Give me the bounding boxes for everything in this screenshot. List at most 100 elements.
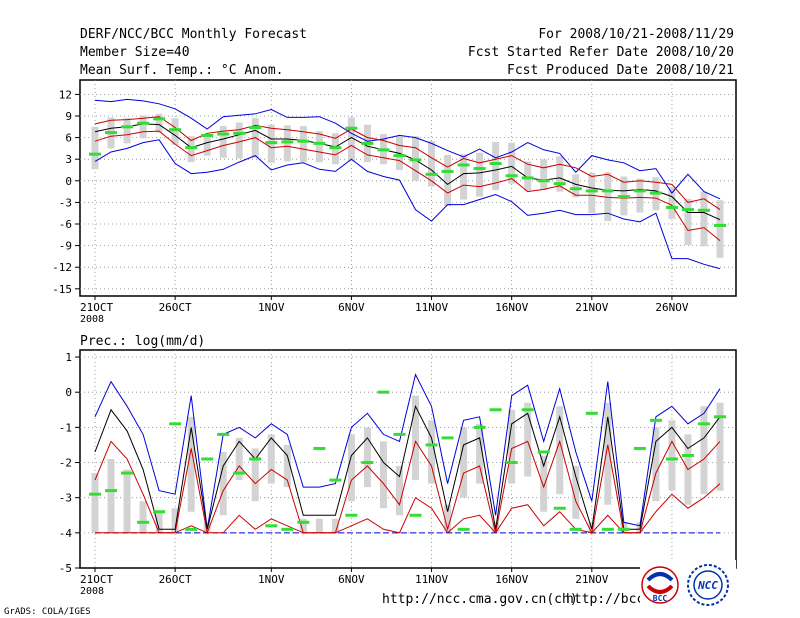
temp-ensemble-box [508, 142, 516, 184]
temp-ensemble-box [460, 154, 468, 200]
temp-xtick-label: 26OCT [159, 301, 192, 314]
prec-ensemble-box [508, 409, 516, 484]
prec-ensemble-box [139, 501, 147, 533]
temp-ensemble-box [347, 117, 355, 162]
temp-ytick-label: -6 [59, 218, 72, 231]
prec-member-mark [585, 411, 598, 415]
prec-ensemble-box [652, 427, 660, 502]
precip-chart-title: Prec.: log(mm/d) [80, 334, 205, 349]
temp-ensemble-box [171, 118, 179, 145]
prec-member-mark [89, 492, 101, 496]
prec-member-mark [633, 446, 646, 450]
prec-ensemble-box [219, 451, 227, 516]
temp-member-mark [105, 131, 118, 135]
prec-member-mark [505, 461, 518, 465]
temp-ensemble-box [476, 152, 484, 197]
prec-ensemble-box [700, 406, 708, 495]
temp-lower-spread-line [94, 130, 721, 241]
temp-member-mark [201, 133, 214, 137]
prec-member-mark [281, 527, 294, 531]
temp-member-mark [313, 141, 326, 145]
temp-member-mark [585, 189, 598, 193]
temp-xtick-label: 1NOV [258, 301, 285, 314]
temp-ensemble-box [139, 115, 147, 139]
bcc-logo-text: BCC [653, 594, 668, 603]
temp-ensemble-box [668, 187, 676, 219]
temp-ensemble-box [315, 131, 323, 163]
temp-member-mark [505, 174, 518, 178]
temp-ensemble-box [235, 122, 243, 159]
temp-member-mark [121, 125, 134, 129]
precipitation-chart: 1 0 -1 -2 -3 -4 -5 21OCT 26OCT 1NOV 6NOV 11NOV 16NOV… [59, 349, 737, 597]
prec-member-mark [121, 471, 134, 475]
prec-ensemble-box [91, 473, 99, 533]
prec-ensemble-box [572, 466, 580, 519]
prec-member-mark [649, 418, 662, 422]
url-bcc[interactable]: http://bcc.c [566, 592, 660, 607]
ncc-logo: NCC [687, 564, 729, 606]
temp-xtick-label: 21OCT [80, 301, 113, 314]
temp-member-mark [441, 169, 454, 173]
temp-xtick-label: 26NOV [655, 301, 688, 314]
prec-ensemble-box [251, 448, 259, 502]
temp-ensemble-box [524, 161, 532, 191]
temp-ensemble-box [492, 141, 500, 191]
prec-ensemble-box [412, 395, 420, 481]
prec-member-mark [569, 527, 582, 531]
temp-member-mark [153, 117, 166, 121]
prec-ensemble-box [315, 518, 323, 533]
temp-ensemble-box [91, 126, 99, 170]
prec-ensemble-box [540, 455, 548, 512]
temperature-anomaly-chart: 12 9 6 3 0 -3 -6 -9 -12 -15 21OCT 26OCT 1NOV 6NOV 11NO… [52, 79, 737, 325]
prec-ensemble-box [155, 511, 163, 533]
temp-ensemble-box [604, 172, 612, 222]
fcst-started-date: Fcst Started Refer Date 2008/10/20 [468, 45, 734, 60]
temp-member-mark [457, 163, 470, 167]
temp-member-mark [89, 152, 101, 156]
temp-ytick-label: -12 [52, 261, 72, 274]
prec-member-mark [425, 443, 438, 447]
prec-upper-envelope-line [94, 373, 721, 530]
temp-member-mark [473, 167, 486, 171]
prec-member-mark [617, 527, 630, 531]
prec-member-mark [345, 513, 358, 517]
temp-member-mark [377, 148, 390, 152]
temp-upper-spread-line [94, 116, 721, 211]
prec-ytick-label: -2 [59, 457, 72, 470]
temp-upper-envelope-line [94, 98, 721, 200]
temp-ytick-label: 9 [65, 110, 72, 123]
prec-member-mark [521, 408, 534, 412]
prec-ensemble-box [668, 420, 676, 491]
prec-ytick-label: -4 [59, 527, 73, 540]
prec-ensemble-box [604, 402, 612, 505]
prec-ytick-label: -5 [59, 562, 72, 575]
temp-ensemble-box [123, 118, 131, 144]
temp-member-mark [553, 182, 566, 186]
prec-ensemble-box [299, 518, 307, 533]
prec-member-mark [169, 422, 182, 426]
prec-member-mark [265, 524, 278, 528]
temp-member-mark [409, 158, 422, 162]
temp-ensemble-box [684, 198, 692, 245]
temp-member-mark [489, 162, 502, 166]
prec-ytick-label: 0 [65, 386, 72, 399]
temp-lower-envelope-line [94, 139, 721, 270]
temp-ytick-label: 12 [59, 88, 72, 101]
temp-ensemble-box [572, 174, 580, 198]
temp-member-mark [697, 208, 710, 212]
prec-xtick-label: 1NOV [258, 573, 285, 586]
prec-member-mark [249, 457, 262, 461]
prec-ensemble-box [235, 437, 243, 481]
temp-member-mark [393, 154, 406, 158]
prec-member-mark [553, 506, 566, 510]
temp-ensemble-box [395, 135, 403, 170]
prec-ensemble-box [363, 427, 371, 488]
temp-ytick-label: -15 [52, 283, 72, 296]
temp-member-mark [329, 146, 342, 150]
prec-ensemble-box [476, 423, 484, 484]
temp-ensemble-box [203, 135, 211, 156]
temp-ensemble-box [219, 126, 227, 158]
url-ncc[interactable]: http://ncc.cma.gov.cn(ch) [382, 592, 578, 607]
prec-member-mark [393, 432, 406, 436]
